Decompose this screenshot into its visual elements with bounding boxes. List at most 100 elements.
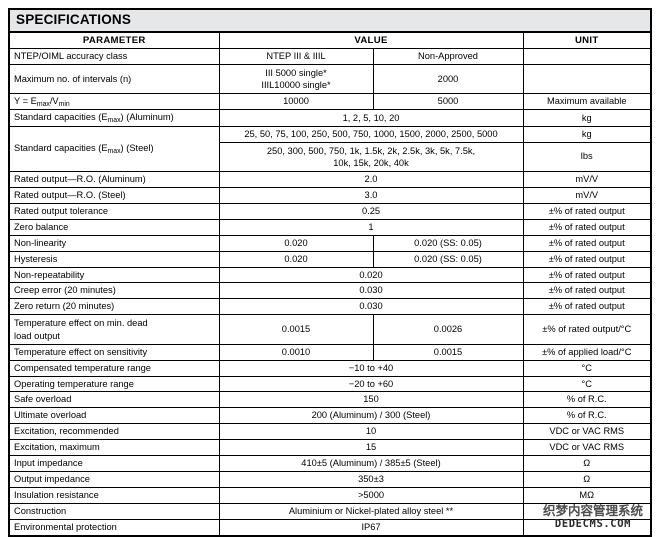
row-value: 150 <box>218 391 524 409</box>
table-title-row: SPECIFICATIONS <box>8 8 652 33</box>
table-row: Non-repeatability 0.020 ±% of rated outp… <box>8 266 652 284</box>
row-unit: ±% of rated output <box>522 218 652 236</box>
row-unit: °C <box>522 359 652 377</box>
row-unit: ±% of rated output <box>522 202 652 220</box>
row-unit: ±% of applied load/°C <box>522 343 652 361</box>
row-parameter: NTEP/OIML accuracy class <box>8 48 220 66</box>
row-value: 2.0 <box>218 170 524 188</box>
row-unit: mV/V <box>522 170 652 188</box>
row-value-left: 0.020 <box>218 234 374 252</box>
row-unit <box>522 48 652 66</box>
row-parameter: Compensated temperature range <box>8 359 220 377</box>
row-unit: Maximum available <box>522 93 652 111</box>
table-row: Creep error (20 minutes) 0.030 ±% of rat… <box>8 282 652 300</box>
table-row: Environmental protection IP67 <box>8 519 652 537</box>
row-value-left-line2: IIIL10000 single* <box>261 80 331 91</box>
row-unit <box>522 503 652 521</box>
row-unit: ±% of rated output <box>522 266 652 284</box>
row-unit-b: lbs <box>522 141 652 172</box>
row-value-left: 0.0010 <box>218 343 374 361</box>
row-parameter: Ultimate overload <box>8 407 220 425</box>
row-value: 200 (Aluminum) / 300 (Steel) <box>218 407 524 425</box>
row-parameter: Creep error (20 minutes) <box>8 282 220 300</box>
row-parameter: Standard capacities (Emax) (Aluminum) <box>8 109 220 127</box>
row-unit: % of R.C. <box>522 407 652 425</box>
row-parameter: Non-linearity <box>8 234 220 252</box>
table-header-row: PARAMETER VALUE UNIT <box>8 31 652 50</box>
row-value: 0.030 <box>218 298 524 316</box>
table-row: Construction Aluminium or Nickel-plated … <box>8 503 652 521</box>
row-value-left: 0.0015 <box>218 314 374 345</box>
row-value: 350±3 <box>218 471 524 489</box>
row-parameter: Operating temperature range <box>8 375 220 393</box>
table-row: Input impedance 410±5 (Aluminum) / 385±5… <box>8 455 652 473</box>
row-value-right: 0.0015 <box>372 343 524 361</box>
row-unit <box>522 519 652 537</box>
column-header-parameter: PARAMETER <box>8 31 220 50</box>
row-value-b: 250, 300, 500, 750, 1k, 1.5k, 2k, 2.5k, … <box>218 141 524 172</box>
table-row: Zero balance 1 ±% of rated output <box>8 218 652 236</box>
row-value-right: 5000 <box>372 93 524 111</box>
row-value-right: 0.0026 <box>372 314 524 345</box>
table-row: Operating temperature range −20 to +60 °… <box>8 375 652 393</box>
table-row: Standard capacities (Emax) (Aluminum) 1,… <box>8 109 652 127</box>
row-parameter: Safe overload <box>8 391 220 409</box>
row-value: 0.020 <box>218 266 524 284</box>
row-unit: Ω <box>522 471 652 489</box>
table-row: Maximum no. of intervals (n) III 5000 si… <box>8 64 652 95</box>
row-unit: ±% of rated output <box>522 298 652 316</box>
table-row: Rated output—R.O. (Aluminum) 2.0 mV/V <box>8 170 652 188</box>
row-parameter: Insulation resistance <box>8 487 220 505</box>
table-row: Temperature effect on sensitivity 0.0010… <box>8 343 652 361</box>
row-parameter: Output impedance <box>8 471 220 489</box>
row-value: 1, 2, 5, 10, 20 <box>218 109 524 127</box>
row-value: 1 <box>218 218 524 236</box>
table-row: Excitation, recommended 10 VDC or VAC RM… <box>8 423 652 441</box>
row-unit: kg <box>522 109 652 127</box>
table-row: Temperature effect on min. dead load out… <box>8 314 652 345</box>
table-row: Standard capacities (Emax) (Steel) 25, 5… <box>8 125 652 172</box>
table-row: Zero return (20 minutes) 0.030 ±% of rat… <box>8 298 652 316</box>
row-parameter: Zero return (20 minutes) <box>8 298 220 316</box>
row-parameter: Rated output tolerance <box>8 202 220 220</box>
column-header-value: VALUE <box>218 31 524 50</box>
row-value-right: Non-Approved <box>372 48 524 66</box>
row-value: 0.030 <box>218 282 524 300</box>
table-row: Hysteresis 0.020 0.020 (SS: 0.05) ±% of … <box>8 250 652 268</box>
table-row: Output impedance 350±3 Ω <box>8 471 652 489</box>
row-parameter: Hysteresis <box>8 250 220 268</box>
row-value-b-line1: 250, 300, 500, 750, 1k, 1.5k, 2k, 2.5k, … <box>266 145 476 156</box>
row-value-left-line1: III 5000 single* <box>265 68 327 79</box>
row-unit: ±% of rated output <box>522 282 652 300</box>
table-row: Insulation resistance >5000 MΩ <box>8 487 652 505</box>
row-parameter-line1: Temperature effect on min. dead <box>14 318 148 329</box>
row-unit: VDC or VAC RMS <box>522 439 652 457</box>
row-parameter-line2: load output <box>14 330 61 341</box>
row-parameter: Construction <box>8 503 220 521</box>
row-value: −20 to +60 <box>218 375 524 393</box>
row-value: −10 to +40 <box>218 359 524 377</box>
row-parameter: Y = Emax/Vmin <box>8 93 220 111</box>
table-row: NTEP/OIML accuracy class NTEP III & IIIL… <box>8 48 652 66</box>
row-value-left: 0.020 <box>218 250 374 268</box>
row-value-left: NTEP III & IIIL <box>218 48 374 66</box>
row-parameter: Maximum no. of intervals (n) <box>8 64 220 95</box>
row-value: Aluminium or Nickel-plated alloy steel *… <box>218 503 524 521</box>
row-value: 10 <box>218 423 524 441</box>
row-parameter: Zero balance <box>8 218 220 236</box>
row-parameter: Input impedance <box>8 455 220 473</box>
table-row: Non-linearity 0.020 0.020 (SS: 0.05) ±% … <box>8 234 652 252</box>
table-row: Compensated temperature range −10 to +40… <box>8 359 652 377</box>
row-unit: mV/V <box>522 186 652 204</box>
row-value-right: 0.020 (SS: 0.05) <box>372 234 524 252</box>
row-unit: ±% of rated output <box>522 234 652 252</box>
row-parameter: Excitation, recommended <box>8 423 220 441</box>
row-parameter: Environmental protection <box>8 519 220 537</box>
row-value: 0.25 <box>218 202 524 220</box>
row-parameter: Rated output—R.O. (Aluminum) <box>8 170 220 188</box>
row-value-left: 10000 <box>218 93 374 111</box>
row-unit: °C <box>522 375 652 393</box>
row-unit: ±% of rated output <box>522 250 652 268</box>
row-parameter: Excitation, maximum <box>8 439 220 457</box>
row-value-right: 0.020 (SS: 0.05) <box>372 250 524 268</box>
